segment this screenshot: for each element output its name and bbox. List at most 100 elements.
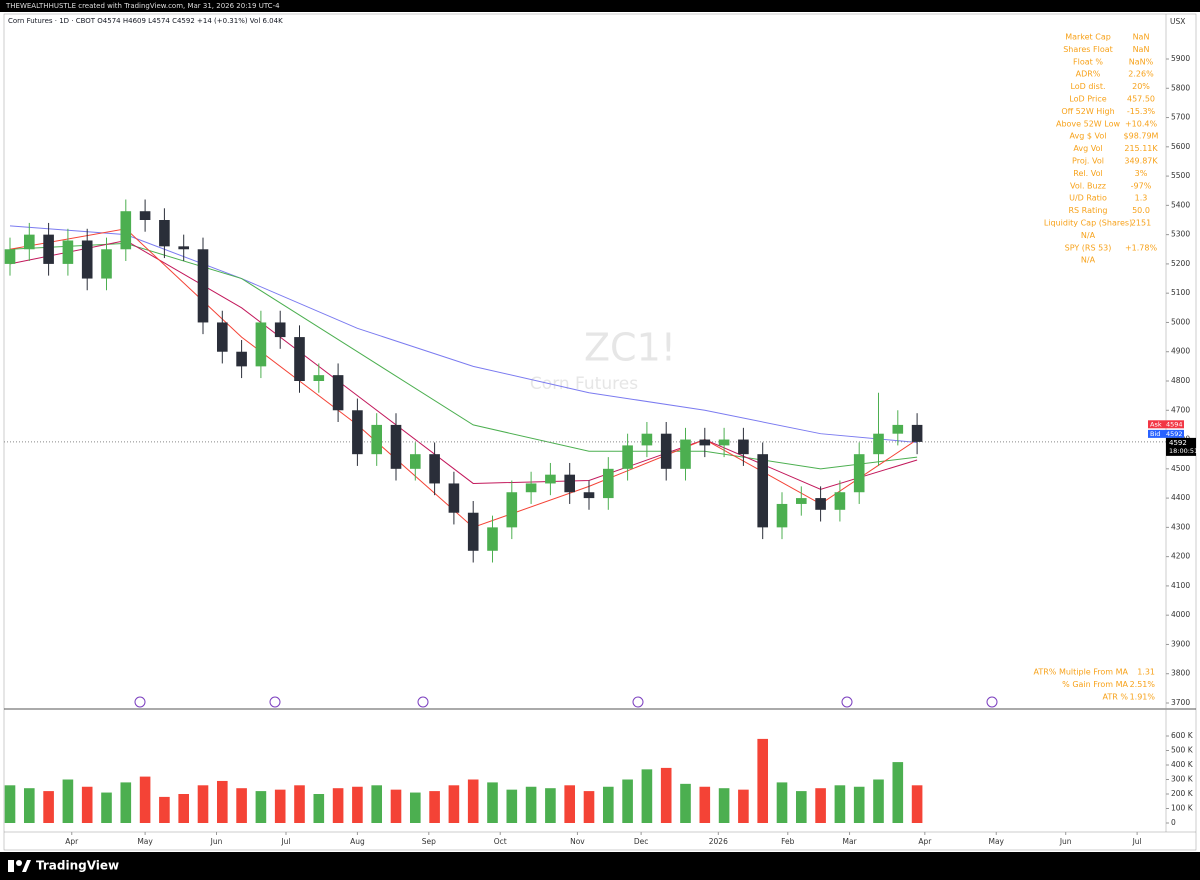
candle-body	[776, 503, 788, 528]
x-tick-label: Jul	[280, 837, 290, 846]
stat-label: N/A	[1081, 256, 1096, 265]
x-tick-label: Jun	[1059, 837, 1072, 846]
stat-label: RS Rating	[1069, 206, 1108, 215]
candle-body	[911, 424, 923, 442]
stat-label: LoD dist.	[1070, 82, 1105, 91]
candle-body	[873, 433, 884, 455]
watermark: ZC1!	[584, 326, 676, 370]
volume-bar	[101, 792, 112, 823]
currency: USX	[1170, 17, 1185, 26]
atr-label: % Gain From MA	[1062, 680, 1128, 689]
volume-bar	[564, 785, 576, 823]
x-tick-label: Mar	[842, 837, 857, 846]
candle-body	[197, 249, 209, 323]
candle-body	[815, 498, 826, 510]
volume-bar	[487, 782, 498, 823]
stat-label: Shares Float	[1063, 45, 1113, 54]
volume-bar	[718, 788, 730, 823]
stat-label: Proj. Vol	[1072, 157, 1104, 166]
candle-body	[853, 454, 865, 493]
candle-body	[313, 375, 325, 381]
volume-bar	[255, 791, 267, 823]
volume-bar	[776, 782, 788, 823]
stat-value: NaN	[1133, 33, 1150, 42]
candle-body	[332, 375, 344, 411]
y-tick-label: 5000	[1171, 317, 1190, 326]
candle-body	[274, 322, 286, 338]
footer-bar	[0, 852, 1200, 880]
ask-price: 4594	[1166, 420, 1183, 428]
candle-body	[81, 240, 93, 279]
stat-label: N/A	[1081, 231, 1096, 240]
last-price-box	[1166, 437, 1196, 456]
volume-bar	[371, 785, 383, 823]
stat-value: 457.50	[1127, 95, 1155, 104]
stat-label: Vol. Buzz	[1070, 181, 1106, 190]
volume-bar	[892, 762, 904, 823]
event-icons	[134, 696, 998, 708]
candle-body	[738, 439, 749, 455]
x-tick-label: Jul	[1132, 837, 1142, 846]
stat-label: Rel. Vol	[1073, 169, 1102, 178]
candle-body	[178, 246, 190, 250]
volume-bar	[43, 791, 54, 823]
y-tick-label: 4100	[1171, 581, 1190, 590]
y-tick-label: 5100	[1171, 288, 1190, 297]
bid-price: 4592	[1166, 430, 1183, 438]
y-tick-label: 4300	[1171, 522, 1190, 531]
candle-body	[545, 474, 556, 484]
candle-body	[680, 439, 691, 469]
y-tick-label: 3700	[1171, 698, 1190, 707]
volume-bar	[178, 794, 190, 823]
candle-body	[602, 468, 614, 499]
volume-bar	[680, 783, 691, 823]
candle-body	[506, 492, 518, 528]
stat-value: 3%	[1135, 169, 1148, 178]
stat-label: Avg $ Vol	[1070, 132, 1107, 141]
stat-value: 2.26%	[1128, 70, 1154, 79]
candle-body	[43, 234, 54, 264]
y-tick-label: 4900	[1171, 347, 1190, 356]
candle-body	[564, 474, 576, 493]
x-tick-label: Sep	[422, 837, 436, 846]
stat-label: U/D Ratio	[1069, 194, 1107, 203]
stat-value: 20%	[1132, 82, 1150, 91]
candle-body	[429, 454, 440, 484]
volume-bar	[159, 796, 170, 823]
volume-bar	[641, 769, 653, 823]
volume-bar	[506, 789, 518, 823]
stat-label: Liquidity Cap (Shares)	[1044, 219, 1132, 228]
volume-bar	[815, 788, 826, 823]
volume-bar	[236, 788, 247, 823]
volume-bar	[23, 788, 35, 823]
stat-label: Float %	[1073, 57, 1103, 66]
volume-bar	[545, 788, 556, 823]
volume-bar	[139, 776, 151, 823]
volume-bar	[120, 782, 132, 823]
y-tick-label: 5800	[1171, 83, 1190, 92]
vol-tick-label: 200 K	[1171, 789, 1194, 798]
y-tick-label: 5300	[1171, 230, 1190, 239]
volume-bar	[622, 779, 633, 823]
candle-body	[390, 424, 402, 469]
atr-value: 1.91%	[1130, 692, 1156, 701]
vol-tick-label: 300 K	[1171, 775, 1194, 784]
atr-label: ATR% Multiple From MA	[1034, 668, 1129, 677]
legend: Corn Futures · 1D · CBOT O4574 H4609 L45…	[8, 17, 283, 25]
candle-body	[101, 249, 112, 279]
stat-value: 215.11K	[1124, 144, 1158, 153]
stat-value: $98.79M	[1124, 132, 1159, 141]
stat-label: Avg Vol	[1073, 144, 1102, 153]
x-tick-label: Jun	[210, 837, 223, 846]
vol-tick-label: 0	[1171, 818, 1176, 827]
volume-bar	[429, 791, 440, 823]
stat-value: 1.3	[1135, 194, 1148, 203]
atr-label: ATR %	[1103, 692, 1129, 701]
candle-body	[834, 492, 846, 510]
volume-bar	[834, 785, 846, 823]
y-tick-label: 4700	[1171, 405, 1190, 414]
volume-bar	[81, 786, 93, 823]
volume-bar	[583, 791, 595, 823]
tv-logo	[8, 860, 31, 872]
